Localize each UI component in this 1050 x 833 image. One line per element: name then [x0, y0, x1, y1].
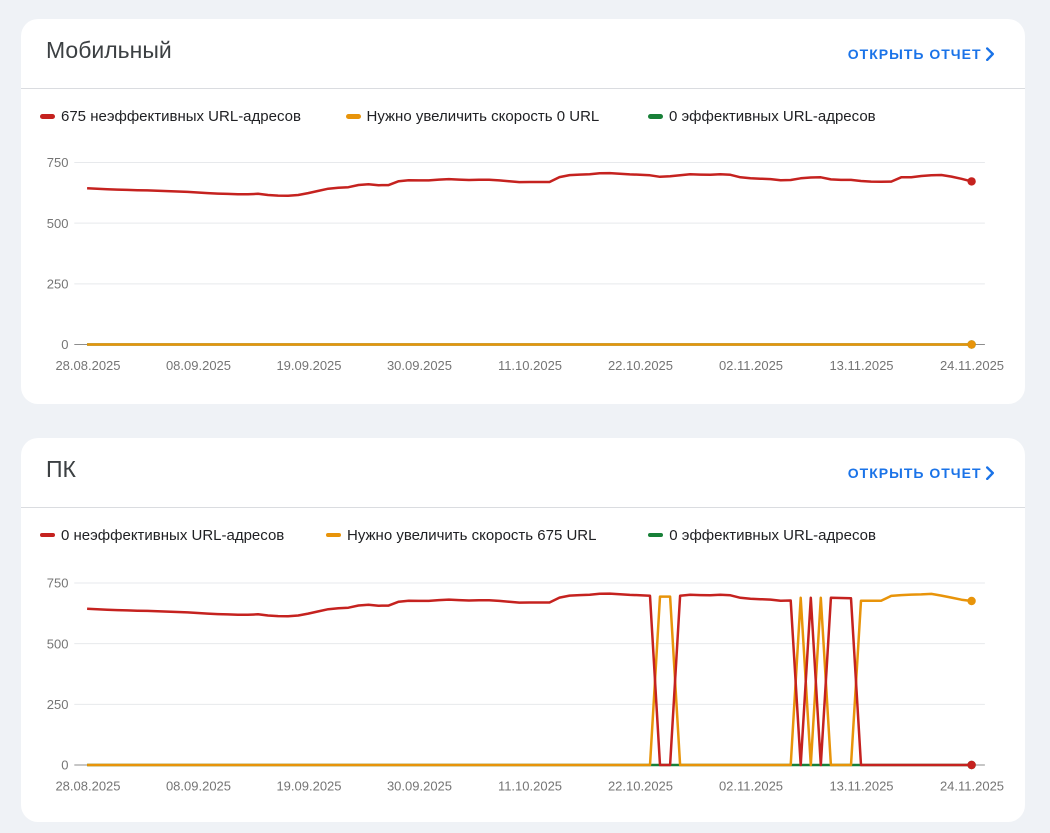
svg-text:24.11.2025: 24.11.2025 — [940, 358, 1004, 373]
svg-text:13.11.2025: 13.11.2025 — [829, 778, 893, 793]
svg-text:30.09.2025: 30.09.2025 — [387, 778, 452, 793]
svg-text:11.10.2025: 11.10.2025 — [498, 358, 562, 373]
svg-text:750: 750 — [47, 155, 69, 170]
svg-text:0: 0 — [61, 757, 68, 772]
svg-text:0: 0 — [61, 337, 68, 352]
svg-text:500: 500 — [47, 216, 69, 231]
svg-text:11.10.2025: 11.10.2025 — [498, 778, 562, 793]
svg-text:28.08.2025: 28.08.2025 — [55, 358, 120, 373]
svg-text:30.09.2025: 30.09.2025 — [387, 358, 452, 373]
svg-text:08.09.2025: 08.09.2025 — [166, 358, 231, 373]
svg-text:22.10.2025: 22.10.2025 — [608, 778, 673, 793]
svg-text:24.11.2025: 24.11.2025 — [940, 778, 1004, 793]
svg-text:500: 500 — [47, 636, 69, 651]
svg-text:750: 750 — [47, 575, 69, 590]
svg-text:28.08.2025: 28.08.2025 — [55, 778, 120, 793]
svg-text:13.11.2025: 13.11.2025 — [829, 358, 893, 373]
svg-text:19.09.2025: 19.09.2025 — [276, 778, 341, 793]
svg-text:250: 250 — [47, 697, 69, 712]
svg-text:02.11.2025: 02.11.2025 — [719, 778, 783, 793]
svg-text:250: 250 — [47, 277, 69, 292]
svg-text:19.09.2025: 19.09.2025 — [276, 358, 341, 373]
svg-text:02.11.2025: 02.11.2025 — [719, 358, 783, 373]
svg-text:08.09.2025: 08.09.2025 — [166, 778, 231, 793]
svg-text:22.10.2025: 22.10.2025 — [608, 358, 673, 373]
